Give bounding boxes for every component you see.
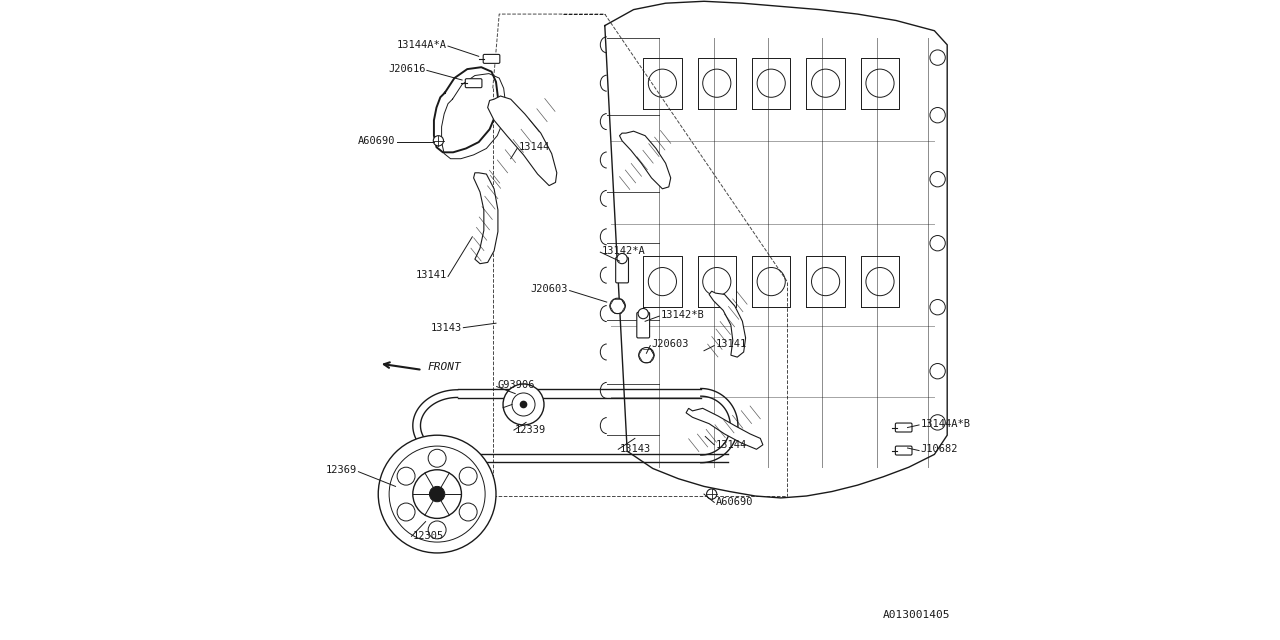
Text: 13144A*A: 13144A*A <box>397 40 447 50</box>
FancyBboxPatch shape <box>637 312 650 338</box>
Polygon shape <box>474 173 498 264</box>
Text: 13141: 13141 <box>416 270 447 280</box>
Circle shape <box>460 503 477 521</box>
Circle shape <box>397 467 415 485</box>
Circle shape <box>611 298 625 314</box>
Text: 13142*A: 13142*A <box>602 246 645 256</box>
Text: J10682: J10682 <box>920 444 957 454</box>
Text: J20603: J20603 <box>652 339 689 349</box>
Circle shape <box>428 521 447 539</box>
Polygon shape <box>488 96 557 186</box>
Text: G93906: G93906 <box>498 380 535 390</box>
Text: 13142*B: 13142*B <box>660 310 704 320</box>
Text: 13144A*B: 13144A*B <box>920 419 970 429</box>
Text: A60690: A60690 <box>358 136 396 146</box>
Text: 13144: 13144 <box>518 142 549 152</box>
Text: J20616: J20616 <box>388 64 425 74</box>
FancyBboxPatch shape <box>616 257 628 283</box>
Text: 12339: 12339 <box>516 425 547 435</box>
Polygon shape <box>686 408 763 449</box>
Text: 12369: 12369 <box>326 465 357 476</box>
Circle shape <box>433 136 444 146</box>
Circle shape <box>639 348 654 363</box>
Polygon shape <box>709 291 745 357</box>
FancyBboxPatch shape <box>896 423 911 432</box>
FancyBboxPatch shape <box>896 446 911 455</box>
FancyBboxPatch shape <box>484 54 500 63</box>
Text: A013001405: A013001405 <box>883 609 950 620</box>
Text: 12305: 12305 <box>412 531 444 541</box>
Text: 13141: 13141 <box>716 339 746 349</box>
FancyBboxPatch shape <box>466 79 483 88</box>
Circle shape <box>430 486 445 502</box>
Circle shape <box>412 470 462 518</box>
Polygon shape <box>620 131 671 189</box>
Text: 13144: 13144 <box>716 440 746 450</box>
Circle shape <box>520 401 527 408</box>
Circle shape <box>617 253 627 264</box>
Text: FRONT: FRONT <box>428 362 461 372</box>
Text: J20603: J20603 <box>531 284 568 294</box>
Circle shape <box>707 489 717 499</box>
Circle shape <box>428 449 447 467</box>
Circle shape <box>512 393 535 416</box>
Circle shape <box>639 308 649 319</box>
Circle shape <box>503 384 544 425</box>
Text: 13143: 13143 <box>431 323 462 333</box>
Text: A60690: A60690 <box>716 497 753 508</box>
Circle shape <box>460 467 477 485</box>
Circle shape <box>397 503 415 521</box>
Circle shape <box>379 435 497 553</box>
Text: 13143: 13143 <box>620 444 650 454</box>
